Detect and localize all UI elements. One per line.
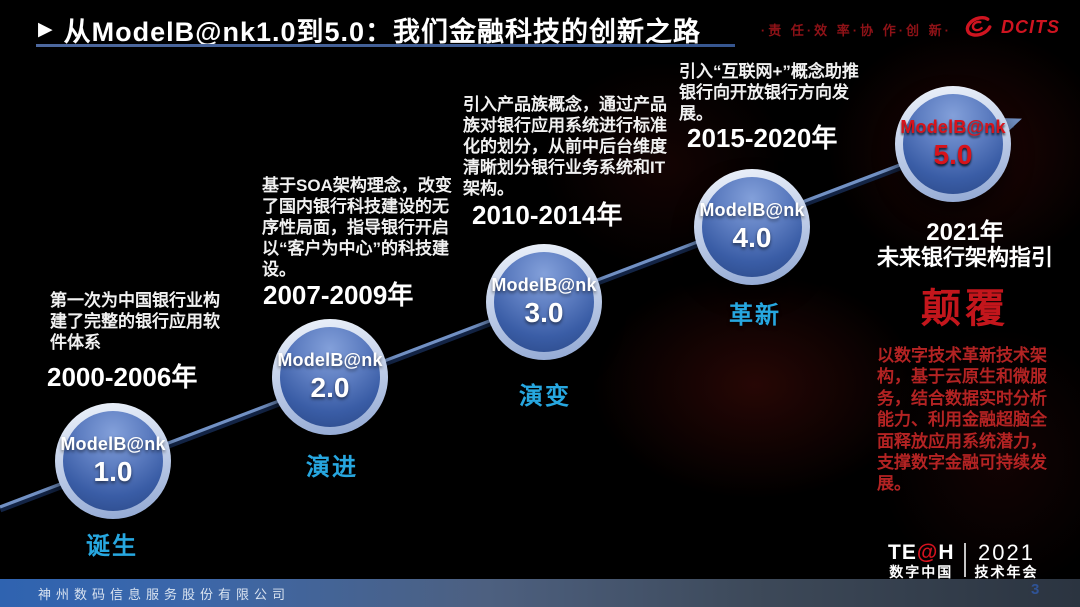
milestone-2-years: 2007-2009年 — [263, 280, 414, 310]
milestone-3-keyword: 演变 — [519, 383, 571, 410]
milestone-5-sphere: ModelB@nk 5.0 — [895, 86, 1011, 202]
milestone-1-description: 第一次为中国银行业构建了完整的银行应用软件体系 — [50, 291, 220, 352]
event-name: 技术年会 — [974, 564, 1039, 581]
tech-china-logo: TE@H 数字中国 2021 技术年会 — [888, 541, 1039, 580]
milestone-2-description: 基于SOA架构理念，改变了国内银行科技建设的无序性局面，指导银行开启以“客户为中… — [262, 176, 452, 279]
sphere-face: ModelB@nk 1.0 — [60, 411, 166, 511]
milestone-1-sphere: ModelB@nk 1.0 — [55, 403, 171, 519]
sphere-face: ModelB@nk 4.0 — [699, 177, 805, 277]
sphere-face: ModelB@nk 3.0 — [491, 252, 597, 352]
tech-logo-left: TE@H 数字中国 — [888, 540, 955, 580]
milestone-4-years: 2015-2020年 — [687, 123, 838, 153]
milestone-3-description: 引入产品族概念，通过产品族对银行应用系统进行标准化的划分，从前中后台维度清晰划分… — [463, 95, 667, 198]
milestone-4-description: 引入“互联网+”概念助推银行向开放银行方向发展。 — [679, 62, 859, 123]
title-underline — [36, 44, 735, 47]
page-number: 3 — [1031, 581, 1040, 598]
footer-bar — [0, 579, 1080, 607]
company-name: 神州数码信息服务股份有限公司 — [38, 587, 291, 602]
sphere-face: ModelB@nk 2.0 — [277, 327, 383, 427]
milestone-1-years: 2000-2006年 — [47, 362, 198, 392]
milestone-4-sphere: ModelB@nk 4.0 — [694, 169, 810, 285]
milestone-3-sphere: ModelB@nk 3.0 — [486, 244, 602, 360]
product-version: 5.0 — [933, 139, 973, 170]
company-slogan: ·责 任·效 率·协 作·创 新· — [760, 23, 952, 38]
page-title: 从ModelB@nk1.0到5.0：我们金融科技的创新之路 — [63, 17, 702, 47]
milestone-3-years: 2010-2014年 — [472, 200, 623, 230]
milestone-5-years: 2021年 — [926, 219, 1004, 246]
dcits-logo: DCITS — [962, 14, 1060, 41]
title-marker-icon: ▶ — [38, 19, 53, 40]
tech-letters: H — [938, 540, 955, 564]
product-name: ModelB@nk — [900, 117, 1006, 137]
dcits-swoosh-icon — [965, 16, 992, 37]
product-version: 2.0 — [310, 372, 350, 403]
tech-logo-right: 2021 技术年会 — [975, 541, 1039, 580]
milestone-2-sphere: ModelB@nk 2.0 — [272, 319, 388, 435]
title-bar: ▶ 从ModelB@nk1.0到5.0：我们金融科技的创新之路 — [38, 10, 701, 49]
event-year: 2021 — [978, 540, 1035, 565]
milestone-2-keyword: 演进 — [306, 454, 358, 481]
sphere-face: ModelB@nk 5.0 — [900, 94, 1006, 194]
digital-china-label: 数字中国 — [889, 563, 954, 580]
tech-wordmark: TE@H — [888, 540, 955, 564]
milestone-4-keyword: 革新 — [729, 302, 781, 329]
product-name: ModelB@nk — [491, 275, 597, 295]
product-name: ModelB@nk — [699, 200, 805, 220]
milestone-5-subtitle: 未来银行架构指引 — [876, 245, 1053, 270]
product-version: 1.0 — [93, 456, 133, 487]
milestone-5-keyword: 颠覆 — [921, 287, 1009, 331]
milestone-5-description: 以数字技术革新技术架构，基于云原生和微服务，结合数据实时分析能力、利用金融超脑全… — [877, 346, 1047, 494]
product-version: 4.0 — [732, 222, 772, 253]
product-name: ModelB@nk — [277, 350, 383, 370]
logo-divider — [963, 543, 966, 578]
tech-letters: TE — [888, 540, 917, 564]
product-version: 3.0 — [524, 297, 564, 328]
dcits-wordmark: DCITS — [1001, 17, 1060, 37]
tech-swirl-icon: @ — [916, 540, 939, 564]
product-name: ModelB@nk — [60, 434, 166, 454]
milestone-1-keyword: 诞生 — [86, 533, 138, 560]
